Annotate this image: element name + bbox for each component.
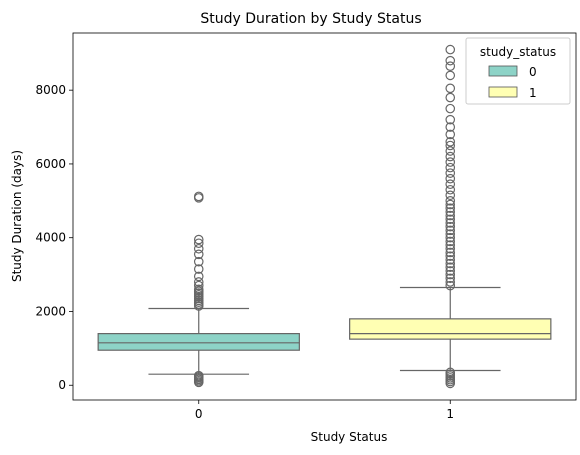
outlier-point bbox=[193, 191, 204, 202]
outlier-point bbox=[445, 83, 456, 94]
outlier-point bbox=[445, 266, 456, 276]
outlier-point bbox=[445, 162, 456, 173]
outlier-point bbox=[445, 157, 456, 167]
legend: study_status 0 1 bbox=[465, 37, 571, 105]
outlier-point bbox=[193, 256, 204, 267]
outlier-point bbox=[193, 234, 204, 245]
box-iqr bbox=[97, 333, 300, 351]
x-axis-title: Study Status bbox=[311, 430, 388, 444]
outlier-point bbox=[445, 129, 456, 140]
y-tick-label: 0 bbox=[58, 378, 66, 392]
outlier-point bbox=[193, 280, 204, 291]
y-tick-label: 4000 bbox=[35, 231, 66, 245]
outlier-point bbox=[445, 240, 456, 250]
outlier-point bbox=[445, 280, 456, 291]
box-iqr bbox=[349, 318, 552, 340]
outlier-point bbox=[445, 218, 456, 228]
chart-title: Study Duration by Study Status bbox=[200, 11, 421, 27]
y-tick-label: 6000 bbox=[35, 157, 66, 171]
legend-label-1: 1 bbox=[529, 86, 537, 100]
box-1 bbox=[349, 44, 552, 389]
outlier-point bbox=[445, 232, 456, 243]
outlier-point bbox=[445, 277, 456, 287]
outlier-point bbox=[445, 92, 456, 103]
outlier-point bbox=[193, 284, 204, 295]
outlier-point bbox=[445, 184, 456, 195]
outlier-point bbox=[445, 236, 456, 247]
outlier-point bbox=[445, 367, 456, 378]
outlier-point bbox=[445, 151, 456, 162]
outlier-point bbox=[193, 264, 204, 274]
outlier-point bbox=[193, 277, 204, 287]
outlier-point bbox=[445, 70, 456, 81]
outlier-point bbox=[445, 255, 456, 265]
x-tick-label: 0 bbox=[195, 407, 203, 421]
outlier-point bbox=[445, 103, 456, 114]
outlier-point bbox=[445, 173, 456, 184]
y-axis-title: Study Duration (days) bbox=[10, 150, 24, 282]
outlier-point bbox=[445, 199, 456, 210]
legend-label-0: 0 bbox=[529, 65, 537, 79]
outlier-point bbox=[445, 221, 456, 232]
x-tick-label: 1 bbox=[446, 407, 454, 421]
plot-area bbox=[72, 32, 577, 401]
legend-swatch-0 bbox=[488, 65, 518, 77]
outlier-point bbox=[445, 203, 456, 214]
outlier-point bbox=[445, 214, 456, 225]
legend-swatch-1 bbox=[488, 86, 518, 98]
outlier-point bbox=[445, 258, 456, 269]
y-tick-label: 8000 bbox=[35, 83, 66, 97]
outlier-point bbox=[445, 146, 456, 156]
outlier-point bbox=[445, 243, 456, 254]
outlier-point bbox=[445, 44, 456, 55]
outlier-point bbox=[445, 61, 456, 71]
outlier-point bbox=[193, 271, 204, 282]
outlier-point bbox=[445, 122, 456, 132]
outlier-point bbox=[445, 251, 456, 261]
outlier-point bbox=[445, 229, 456, 239]
outlier-point bbox=[193, 243, 204, 254]
outlier-point bbox=[445, 273, 456, 284]
outlier-point bbox=[193, 238, 204, 249]
outlier-point bbox=[445, 179, 456, 190]
outlier-point bbox=[445, 196, 456, 206]
outlier-point bbox=[193, 249, 204, 260]
boxes bbox=[97, 44, 552, 389]
outlier-point bbox=[445, 168, 456, 178]
outlier-point bbox=[445, 114, 456, 125]
outlier-point bbox=[445, 247, 456, 258]
outlier-point bbox=[445, 137, 456, 147]
box-0 bbox=[97, 191, 300, 388]
outlier-point bbox=[445, 55, 456, 66]
outlier-point bbox=[445, 190, 456, 201]
legend-title: study_status bbox=[480, 45, 556, 59]
outlier-point bbox=[445, 210, 456, 221]
outlier-point bbox=[445, 225, 456, 236]
outlier-point bbox=[193, 370, 204, 381]
outlier-point bbox=[445, 262, 456, 273]
outlier-point bbox=[445, 140, 456, 151]
y-tick-label: 2000 bbox=[35, 304, 66, 318]
y-axis: 0 2000 4000 6000 8000 bbox=[35, 83, 73, 392]
outlier-point bbox=[445, 207, 456, 217]
outlier-point bbox=[445, 269, 456, 280]
